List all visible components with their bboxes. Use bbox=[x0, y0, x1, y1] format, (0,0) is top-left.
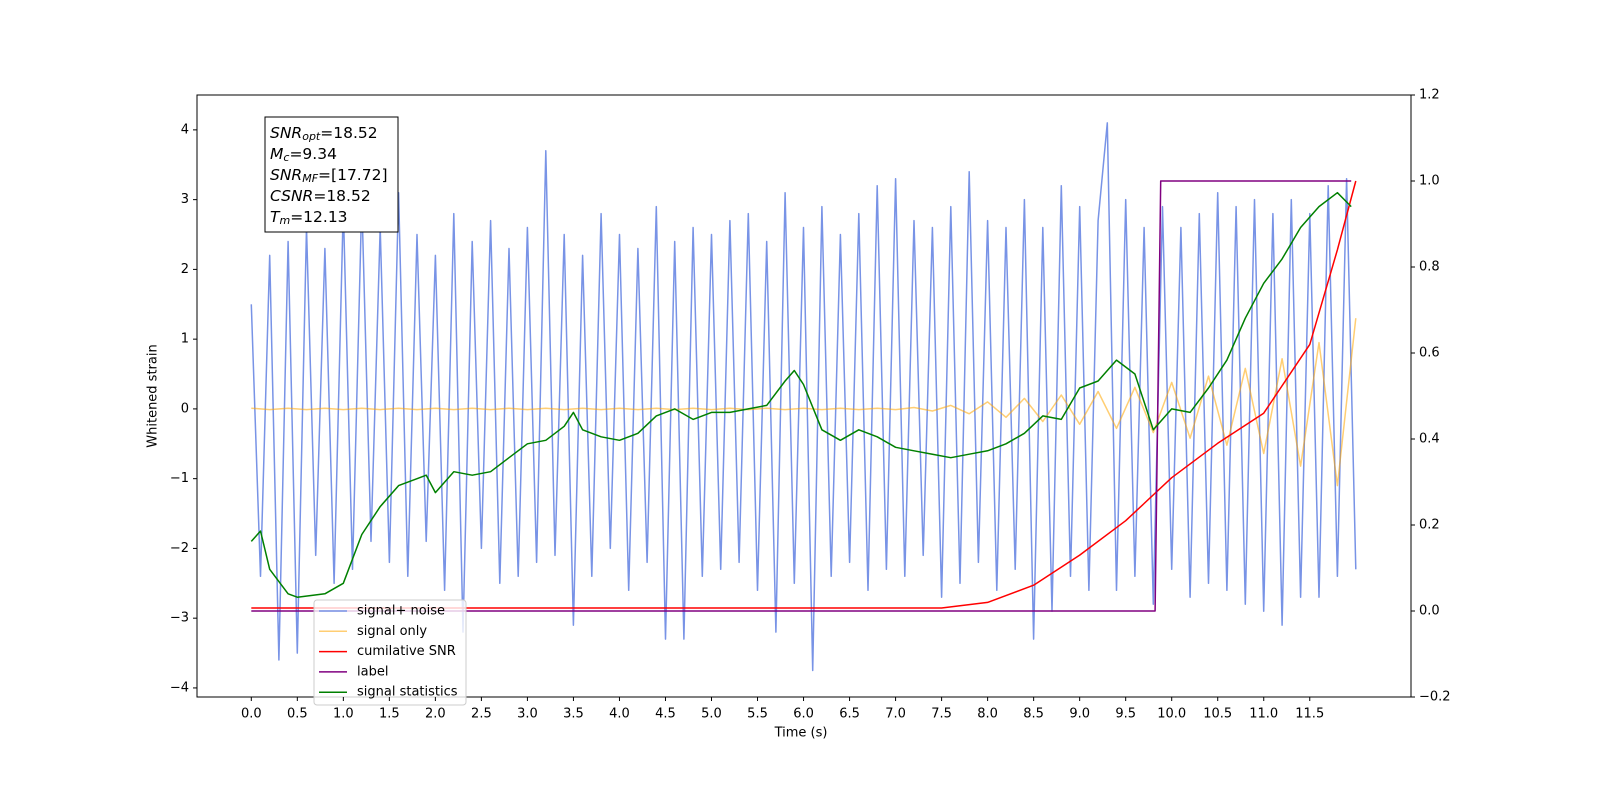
x-tick-label: 10.0 bbox=[1157, 707, 1186, 722]
y2-tick-label: 0.2 bbox=[1419, 518, 1440, 533]
y-tick-label: 2 bbox=[181, 262, 189, 277]
y2-tick-label: 1.0 bbox=[1419, 174, 1440, 189]
annotation-text: =[17.72] bbox=[318, 166, 387, 184]
x-tick-label: 11.5 bbox=[1295, 707, 1324, 722]
annotation-frame bbox=[264, 116, 399, 233]
annotation-base: CSNR bbox=[270, 187, 313, 205]
x-tick-label: 6.0 bbox=[793, 707, 814, 722]
y-tick-label: 1 bbox=[181, 332, 189, 347]
y-tick-label: 0 bbox=[181, 401, 189, 416]
x-tick-label: 11.0 bbox=[1249, 707, 1278, 722]
x-tick-label: 7.5 bbox=[931, 707, 952, 722]
x-tick-label: 3.0 bbox=[517, 707, 538, 722]
plot-lines bbox=[250, 122, 1357, 672]
x-tick-label: 1.0 bbox=[333, 707, 354, 722]
y-tick-label: 3 bbox=[181, 192, 189, 207]
annotation-base: SNR bbox=[270, 166, 302, 184]
annotation: Mc=9.34 bbox=[270, 145, 337, 165]
legend-label: signal only bbox=[357, 624, 427, 639]
annotation: CSNR=18.52 bbox=[270, 187, 371, 205]
y-tick-label: −1 bbox=[170, 471, 189, 486]
x-tick-label: 8.5 bbox=[1023, 707, 1044, 722]
legend: signal+ noise signal only cumilative SNR la… bbox=[313, 599, 467, 706]
x-tick-label: 0.0 bbox=[241, 707, 262, 722]
x-tick-label: 2.5 bbox=[471, 707, 492, 722]
y2-tick-label: 0.0 bbox=[1419, 604, 1440, 619]
x-tick-label: 4.0 bbox=[609, 707, 630, 722]
y-axis-label: Whitened strain bbox=[146, 344, 161, 447]
series-line bbox=[250, 191, 1352, 598]
x-tick-label: 9.0 bbox=[1069, 707, 1090, 722]
annotation-base: M bbox=[270, 145, 283, 163]
annotation: SNRopt=18.52 bbox=[270, 124, 378, 144]
y2-tick-label: 0.6 bbox=[1419, 346, 1440, 361]
annotation: SNRMF=[17.72] bbox=[270, 166, 388, 186]
legend-label: signal+ noise bbox=[357, 604, 445, 619]
x-tick-label: 1.5 bbox=[379, 707, 400, 722]
x-tick-label: 6.5 bbox=[839, 707, 860, 722]
x-tick-label: 8.0 bbox=[977, 707, 998, 722]
x-tick-label: 9.5 bbox=[1115, 707, 1136, 722]
x-tick-label: 0.5 bbox=[287, 707, 308, 722]
annotation-base: SNR bbox=[270, 124, 302, 142]
y-tick-label: −2 bbox=[170, 541, 189, 556]
x-tick-label: 3.5 bbox=[563, 707, 584, 722]
legend-label: cumilative SNR bbox=[357, 644, 456, 659]
annotation-text: =18.52 bbox=[313, 187, 370, 205]
x-tick-label: 5.5 bbox=[747, 707, 768, 722]
annotation-text: =9.34 bbox=[289, 145, 337, 163]
annotation-sub: MF bbox=[302, 172, 318, 185]
series-line bbox=[250, 122, 1357, 672]
y2-tick-label: 0.4 bbox=[1419, 432, 1440, 447]
y2-tick-label: 1.2 bbox=[1419, 88, 1440, 103]
annotation-box: SNRopt=18.52Mc=9.34SNRMF=[17.72]CSNR=18.… bbox=[264, 116, 399, 233]
legend-label: label bbox=[357, 664, 388, 679]
annotation-sub: m bbox=[279, 214, 290, 227]
x-tick-label: 5.0 bbox=[701, 707, 722, 722]
y2-tick-label: −0.2 bbox=[1419, 690, 1451, 705]
annotation-text: =18.52 bbox=[320, 124, 377, 142]
y-tick-label: −3 bbox=[170, 611, 189, 626]
legend-label: signal statistics bbox=[357, 685, 458, 700]
annotation-sub: opt bbox=[302, 130, 321, 143]
series-line bbox=[251, 180, 1357, 609]
series-line bbox=[251, 180, 1352, 612]
annotation-text: =12.13 bbox=[290, 208, 347, 226]
annotation-base: T bbox=[270, 208, 281, 226]
x-tick-label: 2.0 bbox=[425, 707, 446, 722]
legend-frame bbox=[313, 599, 467, 706]
annotation-sub: c bbox=[283, 151, 289, 164]
annotation: Tm=12.13 bbox=[270, 208, 348, 228]
y-tick-label: −4 bbox=[170, 680, 189, 695]
x-axis-label: Time (s) bbox=[774, 726, 828, 741]
x-tick-label: 4.5 bbox=[655, 707, 676, 722]
y-tick-label: 4 bbox=[181, 122, 189, 137]
x-tick-label: 7.0 bbox=[885, 707, 906, 722]
y2-tick-label: 0.8 bbox=[1419, 260, 1440, 275]
series-line bbox=[251, 318, 1357, 487]
x-tick-label: 10.5 bbox=[1203, 707, 1232, 722]
